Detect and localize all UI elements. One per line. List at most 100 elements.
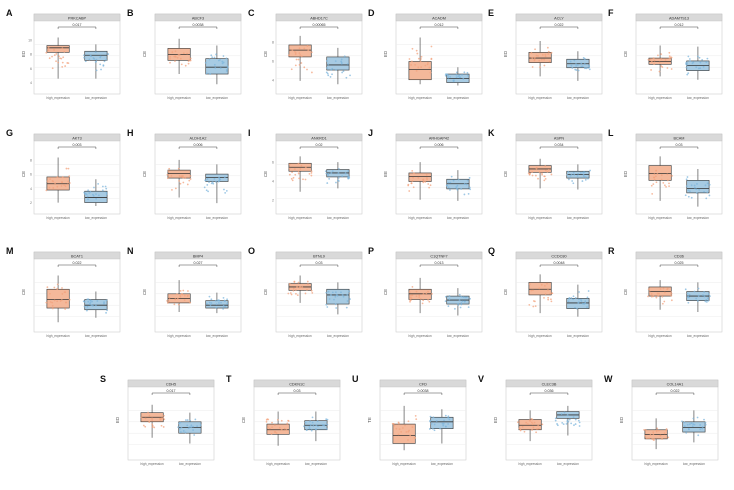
jitter-point — [140, 416, 143, 419]
jitter-point — [311, 416, 314, 419]
jitter-point — [64, 185, 67, 188]
jitter-point — [456, 184, 459, 187]
jitter-point — [653, 176, 655, 179]
jitter-point — [554, 419, 557, 422]
jitter-point — [103, 301, 105, 304]
jitter-point — [663, 432, 666, 435]
jitter-point — [45, 301, 48, 304]
title-strip — [635, 251, 723, 260]
p-value-label: 0.027 — [194, 261, 203, 265]
jitter-point — [100, 68, 102, 71]
jitter-point — [222, 55, 225, 57]
jitter-point — [654, 175, 657, 178]
jitter-point — [430, 58, 433, 60]
jitter-point — [664, 59, 667, 61]
jitter-point — [566, 420, 569, 423]
jitter-point — [300, 55, 303, 58]
jitter-point — [341, 175, 344, 178]
box-low_expression — [685, 46, 710, 80]
jitter-point — [415, 290, 418, 293]
jitter-point — [457, 178, 460, 181]
jitter-point — [215, 306, 218, 309]
jitter-point — [704, 300, 707, 303]
jitter-point — [658, 61, 661, 64]
jitter-point — [535, 54, 538, 57]
jitter-point — [653, 178, 656, 181]
jitter-point — [656, 427, 659, 430]
jitter-point — [665, 428, 668, 430]
jitter-point — [189, 301, 192, 304]
jitter-point — [147, 411, 149, 414]
jitter-point — [53, 54, 56, 57]
x-tick-label: low_expression — [85, 96, 107, 100]
jitter-point — [659, 434, 662, 437]
jitter-point — [68, 182, 71, 184]
jitter-point — [185, 419, 187, 421]
jitter-point — [449, 189, 451, 191]
jitter-point — [659, 288, 662, 290]
significance-bracket — [539, 264, 579, 267]
significance-bracket — [57, 146, 97, 149]
jitter-point — [208, 181, 210, 184]
p-value-label: 0.025 — [675, 261, 684, 265]
panel-h: H ALDH1A2 CE 0.006 high_expression low_expres… — [127, 128, 242, 220]
jitter-point — [271, 426, 274, 428]
jitter-point — [554, 417, 557, 420]
jitter-point — [307, 283, 309, 286]
jitter-point — [670, 299, 673, 302]
jitter-point — [701, 427, 704, 430]
jitter-point — [274, 431, 277, 433]
jitter-point — [465, 183, 468, 186]
jitter-point — [326, 182, 329, 184]
gene-title: ACLY — [554, 16, 564, 20]
jitter-point — [463, 183, 466, 186]
jitter-point — [460, 302, 463, 304]
y-tick-label: 8 — [30, 158, 32, 162]
jitter-point — [97, 194, 100, 197]
jitter-point — [48, 57, 51, 60]
jitter-point — [707, 299, 710, 302]
jitter-point — [306, 280, 309, 283]
jitter-point — [340, 63, 343, 65]
x-tick-label: high_expression — [46, 96, 69, 100]
jitter-point — [651, 438, 654, 441]
jitter-point — [578, 425, 581, 427]
p-value-label: 0.017 — [167, 389, 176, 393]
jitter-point — [167, 170, 170, 172]
jitter-point — [105, 193, 108, 195]
box-high_expression — [45, 157, 71, 203]
jitter-point — [692, 423, 695, 425]
jitter-point — [194, 418, 197, 421]
panel-letter: S — [100, 374, 106, 384]
jitter-point — [685, 61, 688, 64]
jitter-point — [583, 57, 586, 60]
jitter-point — [412, 176, 414, 179]
jitter-point — [203, 186, 206, 189]
jitter-point — [695, 66, 698, 69]
jitter-point — [411, 294, 414, 297]
gene-title: ABHD17C — [310, 16, 328, 20]
jitter-point — [577, 419, 580, 422]
jitter-point — [582, 173, 585, 176]
jitter-point — [543, 296, 545, 299]
jitter-point — [168, 167, 171, 170]
jitter-point — [148, 414, 151, 417]
jitter-point — [575, 63, 577, 66]
x-tick-label: low_expression — [687, 96, 709, 100]
jitter-point — [652, 295, 655, 298]
jitter-point — [95, 197, 98, 200]
jitter-point — [299, 54, 302, 56]
jitter-point — [304, 421, 307, 424]
jitter-point — [411, 285, 414, 288]
jitter-point — [226, 298, 228, 301]
title-strip — [253, 379, 341, 388]
panel-j: J ARHGAP42 EE 0.006 high_expression low_expre… — [368, 128, 483, 220]
title-strip — [395, 133, 483, 142]
title-strip — [127, 379, 215, 388]
jitter-point — [66, 183, 69, 186]
jitter-point — [292, 176, 295, 179]
jitter-point — [94, 61, 97, 63]
jitter-point — [418, 296, 421, 299]
jitter-point — [51, 307, 54, 310]
jitter-point — [327, 172, 330, 175]
